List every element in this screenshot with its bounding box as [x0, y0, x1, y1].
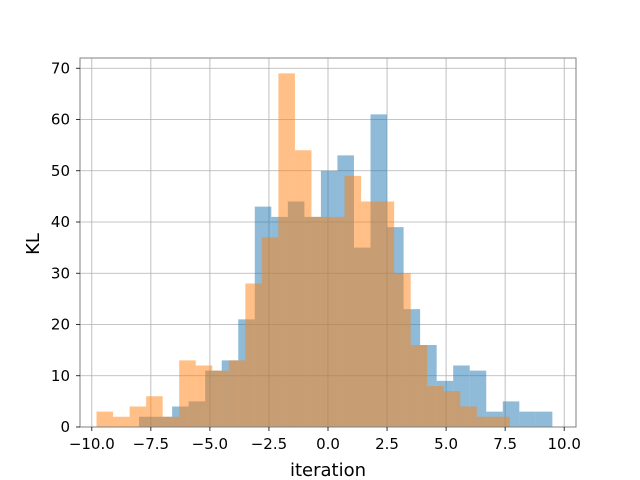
histogram-bar	[377, 201, 395, 427]
histogram-bar	[179, 360, 196, 427]
histogram-bar	[410, 345, 428, 427]
x-tick-label: 0.0	[316, 435, 340, 453]
y-tick-label: 60	[51, 111, 70, 129]
histogram-bar	[212, 370, 229, 427]
histogram-bar	[535, 411, 553, 427]
histogram-bar	[96, 411, 114, 427]
y-tick-label: 40	[51, 213, 70, 231]
axis-ticks: −10.0 −7.5 −5.0 −2.5 0.0 2.5 5.0 7.5 10.0 0 10 20 30…	[51, 59, 581, 453]
y-tick-label: 70	[51, 59, 70, 77]
x-tick-label: 10.0	[547, 435, 580, 453]
x-tick-label: −2.5	[251, 435, 287, 453]
histogram-bar	[245, 283, 262, 427]
histogram-bar	[493, 416, 510, 427]
histogram-bar	[261, 237, 279, 427]
histogram-bar	[344, 175, 362, 427]
y-tick-label: 0	[60, 418, 70, 436]
histogram-bar	[328, 216, 345, 427]
histogram-bar	[162, 416, 180, 427]
histogram-bar	[228, 360, 246, 427]
histogram-bar	[311, 216, 328, 427]
histogram-bars	[96, 73, 553, 427]
histogram-bar	[443, 391, 461, 427]
x-tick-label: 7.5	[493, 435, 517, 453]
histogram-bar	[361, 201, 378, 427]
series-1-bars	[96, 73, 510, 427]
y-tick-label: 10	[51, 367, 70, 385]
histogram-bar	[195, 365, 213, 427]
x-axis-label: iteration	[290, 460, 366, 480]
y-tick-label: 20	[51, 316, 70, 334]
x-tick-label: −5.0	[192, 435, 228, 453]
histogram-bar	[113, 416, 130, 427]
y-axis-label: KL	[23, 233, 44, 255]
histogram-bar	[427, 386, 444, 427]
histogram-bar	[519, 411, 536, 427]
histogram-bar	[146, 396, 163, 427]
x-tick-label: 2.5	[375, 435, 399, 453]
x-tick-label: −7.5	[133, 435, 169, 453]
histogram-bar	[294, 150, 312, 427]
histogram-bar	[278, 73, 295, 427]
y-tick-label: 50	[51, 162, 70, 180]
histogram-bar	[460, 406, 477, 427]
x-tick-label: 5.0	[434, 435, 458, 453]
histogram-bar	[394, 273, 411, 427]
histogram-bar	[129, 406, 147, 427]
x-tick-label: −10.0	[69, 435, 115, 453]
y-tick-label: 30	[51, 264, 70, 282]
histogram-bar	[476, 416, 494, 427]
